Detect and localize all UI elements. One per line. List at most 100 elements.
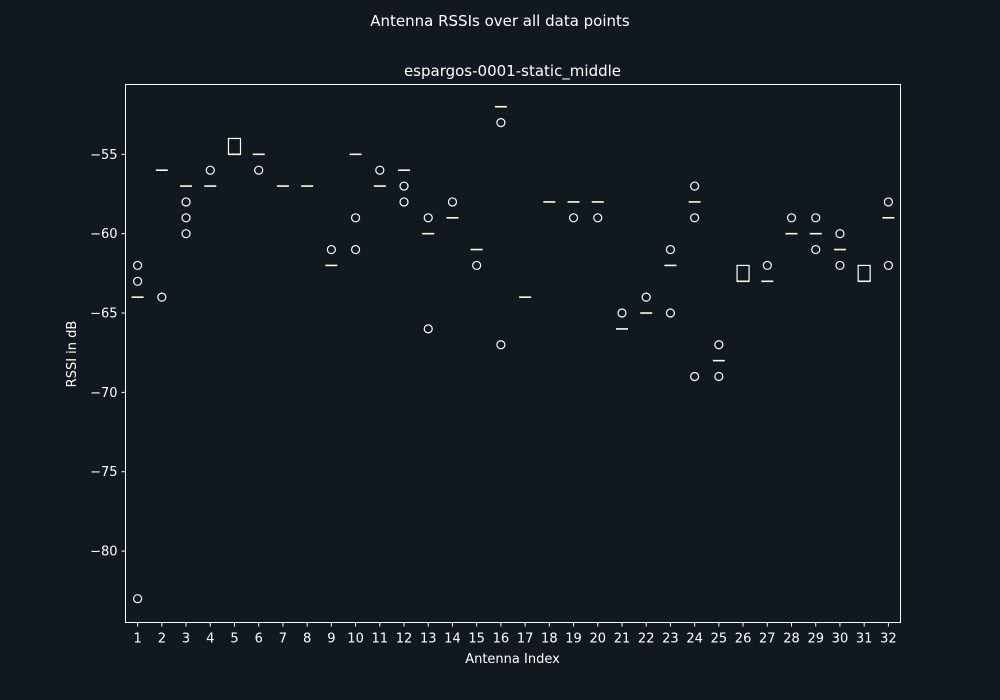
- outlier-point: [641, 292, 651, 302]
- box-group: [857, 264, 871, 283]
- x-tick-label: 22: [638, 632, 655, 647]
- box-group: [325, 244, 338, 267]
- outlier-point: [690, 213, 700, 223]
- y-tick-label: −65: [90, 307, 117, 322]
- x-tick-label: 11: [372, 632, 389, 647]
- box-group: [204, 165, 217, 187]
- outlier-point: [133, 594, 143, 604]
- box-group: [227, 137, 242, 156]
- outlier-point: [496, 340, 506, 350]
- outlier-point: [423, 324, 433, 334]
- outlier-point: [350, 244, 361, 255]
- box-group: [373, 165, 386, 187]
- axis-ticks: 1 2 3 4 5 6 7 8 9 10 11 12 13 14 15 16 17 18 19 20 21 22 23 24 2…: [90, 148, 897, 647]
- outlier-point: [399, 197, 409, 207]
- x-tick-label: 30: [832, 632, 849, 647]
- outlier-point: [205, 165, 215, 175]
- outlier-point: [811, 244, 821, 255]
- plot-marks: [131, 105, 895, 604]
- box-group: [712, 340, 725, 382]
- x-tick-label: 31: [856, 632, 873, 647]
- x-tick-label: 1: [133, 632, 141, 647]
- x-axis-label: Antenna Index: [465, 652, 560, 667]
- box-group: [252, 153, 265, 175]
- box-group: [155, 169, 168, 302]
- x-tick-label: 12: [396, 632, 413, 647]
- box-group: [591, 201, 604, 223]
- x-tick-label: 21: [614, 632, 631, 647]
- outlier-point: [133, 260, 143, 271]
- outlier-point: [617, 308, 627, 318]
- box-group: [422, 213, 435, 334]
- figure-suptitle: Antenna RSSIs over all data points: [370, 12, 630, 30]
- y-tick-label: −55: [90, 148, 117, 163]
- x-tick-label: 28: [783, 632, 800, 647]
- box-group: [640, 292, 653, 314]
- x-tick-label: 6: [255, 632, 263, 647]
- box-group: [470, 248, 483, 271]
- x-tick-label: 3: [182, 632, 190, 647]
- x-tick-label: 20: [589, 632, 606, 647]
- x-tick-label: 10: [347, 632, 364, 647]
- box-group: [833, 229, 846, 271]
- x-tick-label: 32: [880, 632, 897, 647]
- x-tick-label: 23: [662, 632, 679, 647]
- x-tick-label: 5: [230, 632, 238, 647]
- outlier-point: [133, 276, 143, 286]
- x-tick-label: 15: [468, 632, 485, 647]
- outlier-point: [883, 260, 893, 271]
- outlier-point: [665, 308, 676, 318]
- y-tick-label: −80: [90, 545, 117, 560]
- plot-frame: [125, 84, 901, 623]
- outlier-point: [593, 213, 603, 223]
- outlier-point: [568, 213, 579, 223]
- outlier-point: [181, 197, 191, 207]
- x-tick-label: 17: [517, 632, 534, 647]
- outlier-point: [786, 213, 797, 223]
- box-group: [688, 181, 701, 382]
- x-tick-label: 26: [735, 632, 752, 647]
- y-axis-label: RSSI in dB: [65, 321, 80, 388]
- x-tick-label: 9: [327, 632, 335, 647]
- box-group: [567, 201, 580, 223]
- outlier-point: [714, 371, 724, 382]
- y-tick-label: −60: [90, 227, 117, 242]
- outlier-point: [472, 260, 482, 271]
- outlier-point: [496, 117, 506, 128]
- outlier-point: [254, 165, 264, 175]
- outlier-point: [157, 292, 167, 302]
- x-tick-label: 18: [541, 632, 558, 647]
- box-group: [664, 244, 677, 318]
- outlier-point: [690, 181, 700, 191]
- y-tick-label: −70: [90, 386, 117, 401]
- box-group: [446, 197, 459, 219]
- x-tick-label: 19: [565, 632, 582, 647]
- box-group: [180, 185, 193, 239]
- x-tick-label: 24: [686, 632, 703, 647]
- outlier-point: [181, 229, 191, 239]
- box-group: [398, 169, 411, 207]
- outlier-point: [835, 229, 845, 239]
- x-tick-label: 25: [711, 632, 728, 647]
- x-tick-label: 8: [303, 632, 311, 647]
- outlier-point: [883, 197, 893, 207]
- box-group: [349, 153, 362, 255]
- x-tick-label: 4: [206, 632, 214, 647]
- x-tick-label: 27: [759, 632, 776, 647]
- outlier-point: [714, 340, 724, 350]
- x-tick-label: 14: [444, 632, 461, 647]
- outlier-point: [762, 260, 772, 271]
- box-group: [761, 260, 774, 283]
- outlier-point: [181, 213, 191, 223]
- outlier-point: [375, 165, 385, 175]
- outlier-point: [811, 213, 821, 223]
- x-tick-label: 7: [279, 632, 287, 647]
- box-group: [809, 213, 822, 255]
- x-tick-label: 2: [158, 632, 166, 647]
- box-group: [882, 197, 895, 271]
- outlier-point: [690, 371, 700, 382]
- box-group: [785, 213, 798, 235]
- box-group: [736, 264, 750, 283]
